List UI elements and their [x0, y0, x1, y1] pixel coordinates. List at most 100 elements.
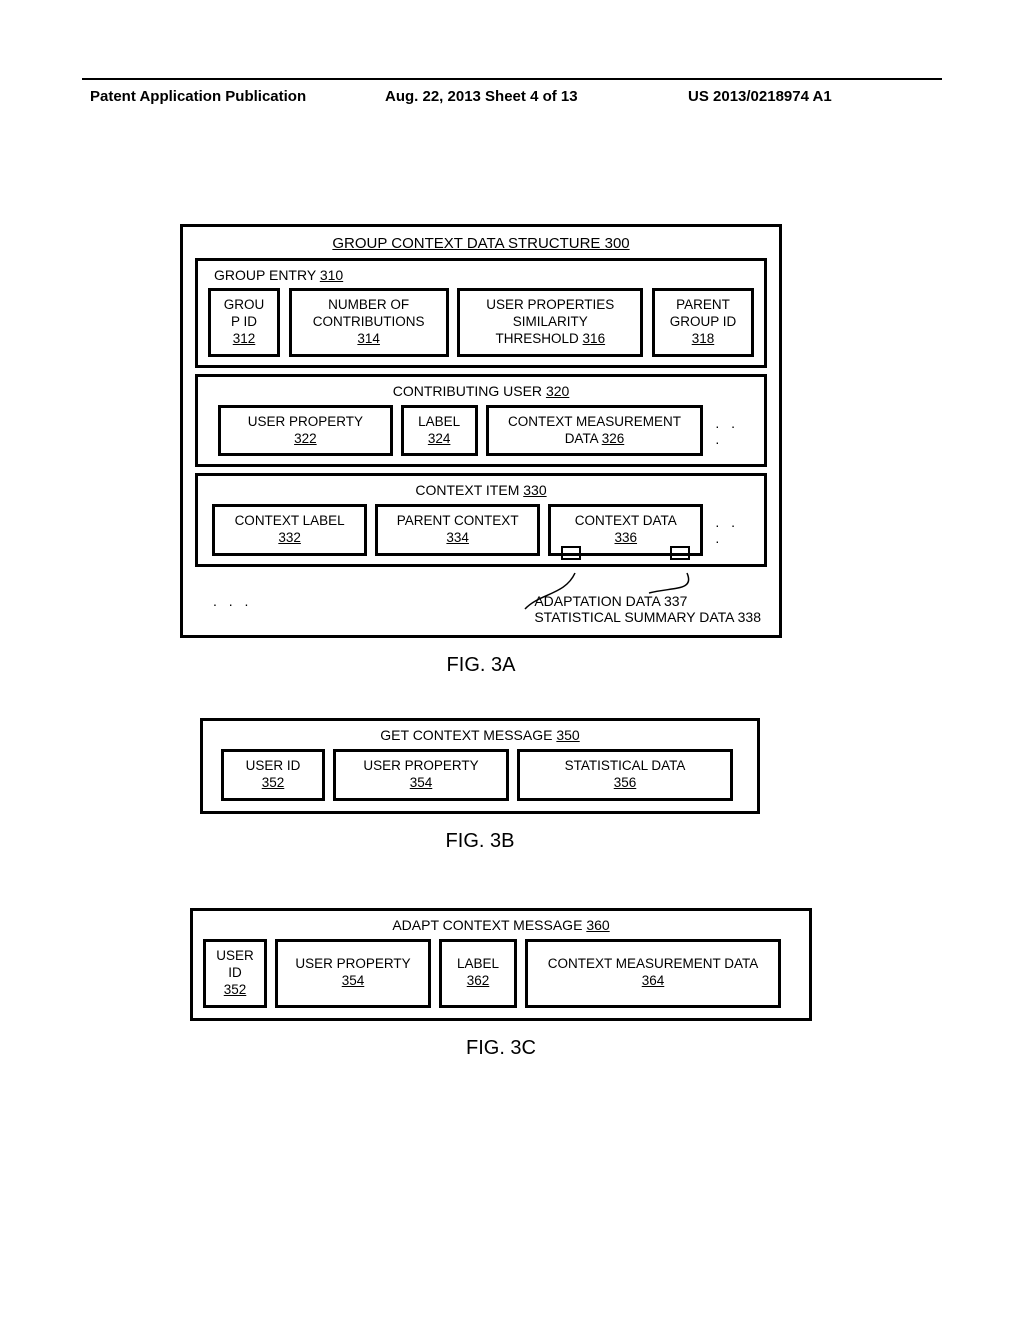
fig3b-row: USER ID 352 USER PROPERTY 354 STATISTICA… — [215, 749, 745, 801]
context-item-row: CONTEXT LABEL 332 PARENT CONTEXT 334 CON… — [208, 504, 754, 556]
cell-parent-context: PARENT CONTEXT 334 — [375, 504, 540, 556]
contributing-user-row: USER PROPERTY 322 LABEL 324 CONTEXT MEAS… — [208, 405, 754, 457]
cell-num: 356 — [528, 775, 722, 792]
header-left: Patent Application Publication — [90, 88, 306, 105]
contributing-user-section: CONTRIBUTING USER 320 USER PROPERTY 322 … — [195, 374, 767, 468]
cell-num: 324 — [412, 431, 467, 448]
context-item-section: CONTEXT ITEM 330 CONTEXT LABEL 332 PAREN… — [195, 473, 767, 567]
fig3c-title-num: 360 — [586, 917, 609, 933]
cell-line: GROU — [219, 297, 269, 314]
header-right: US 2013/0218974 A1 — [688, 88, 832, 105]
fig3c-title-text: ADAPT CONTEXT MESSAGE — [392, 917, 586, 933]
cell-context-data: CONTEXT DATA 336 — [548, 504, 703, 556]
context-item-title-text: CONTEXT ITEM — [415, 482, 523, 498]
cell-context-measurement: CONTEXT MEASUREMENT DATA 326 — [486, 405, 704, 457]
contributing-user-title-num: 320 — [546, 383, 569, 399]
cell-line: THRESHOLD 316 — [468, 331, 632, 348]
cell-line: USER PROPERTIES — [468, 297, 632, 314]
cell-line: GROUP ID — [663, 314, 743, 331]
cell-num: 316 — [583, 331, 606, 346]
cell-num: 352 — [232, 775, 314, 792]
fig3c-row: USER ID 352 USER PROPERTY 354 LABEL 362 … — [203, 939, 799, 1008]
cell-num: 326 — [602, 431, 625, 446]
context-item-title: CONTEXT ITEM 330 — [208, 482, 754, 498]
cell-line: CONTEXT MEASUREMENT DATA — [536, 956, 770, 973]
fig3b-title-num: 350 — [556, 727, 579, 743]
cell-num: 314 — [300, 331, 438, 348]
fig3b-outer: GET CONTEXT MESSAGE 350 USER ID 352 USER… — [200, 718, 760, 814]
cell-user-property: USER PROPERTY 322 — [218, 405, 393, 457]
statistical-summary-num: 338 — [738, 609, 761, 625]
ellipsis: . . . — [711, 514, 754, 546]
figure-3b: GET CONTEXT MESSAGE 350 USER ID 352 USER… — [200, 718, 760, 853]
ellipsis: . . . — [213, 593, 252, 609]
cell-num: 364 — [536, 973, 770, 990]
cell-line: PARENT — [663, 297, 743, 314]
cell-line: CONTEXT DATA — [559, 513, 692, 530]
context-item-title-num: 330 — [523, 482, 546, 498]
cell-data-text: DATA — [565, 431, 602, 446]
cell-line: PARENT CONTEXT — [386, 513, 529, 530]
cell-num: 312 — [219, 331, 269, 348]
cell-label: LABEL 362 — [439, 939, 517, 1008]
cell-line: USER — [214, 948, 256, 965]
cell-line: USER PROPERTY — [344, 758, 498, 775]
fig3c-title: ADAPT CONTEXT MESSAGE 360 — [203, 917, 799, 933]
fig3a-title-text: GROUP CONTEXT DATA STRUCTURE — [332, 235, 604, 252]
page: Patent Application Publication Aug. 22, … — [0, 0, 1024, 1320]
group-entry-title: GROUP ENTRY 310 — [214, 267, 754, 283]
cell-user-id: USER ID 352 — [221, 749, 325, 801]
fig3c-outer: ADAPT CONTEXT MESSAGE 360 USER ID 352 US… — [190, 908, 812, 1021]
cell-line: USER PROPERTY — [229, 414, 382, 431]
fig3a-caption: FIG. 3A — [180, 654, 782, 677]
cell-line: LABEL — [412, 414, 467, 431]
cell-line: CONTEXT MEASUREMENT — [497, 414, 693, 431]
figure-3a: GROUP CONTEXT DATA STRUCTURE 300 GROUP E… — [180, 224, 782, 677]
cell-line: USER ID — [232, 758, 314, 775]
cell-threshold-text: THRESHOLD — [496, 331, 583, 346]
cell-parent-group-id: PARENT GROUP ID 318 — [652, 288, 754, 357]
cell-grou-p-id: GROU P ID 312 — [208, 288, 280, 357]
fig3a-title: GROUP CONTEXT DATA STRUCTURE 300 — [195, 235, 767, 252]
fig3a-title-num: 300 — [605, 235, 630, 252]
fig3b-caption: FIG. 3B — [200, 830, 760, 853]
cell-line: STATISTICAL DATA — [528, 758, 722, 775]
group-entry-title-text: GROUP ENTRY — [214, 267, 320, 283]
cell-context-label: CONTEXT LABEL 332 — [212, 504, 367, 556]
fig3b-title: GET CONTEXT MESSAGE 350 — [215, 727, 745, 743]
cell-user-property: USER PROPERTY 354 — [275, 939, 431, 1008]
cell-line: CONTRIBUTIONS — [300, 314, 438, 331]
footer-notes: ADAPTATION DATA 337 STATISTICAL SUMMARY … — [534, 593, 761, 625]
group-entry-title-num: 310 — [320, 267, 343, 283]
cell-line: LABEL — [450, 956, 506, 973]
statistical-summary-line: STATISTICAL SUMMARY DATA 338 — [534, 609, 761, 625]
cell-num: 318 — [663, 331, 743, 348]
cell-statistical-data: STATISTICAL DATA 356 — [517, 749, 733, 801]
cell-num: 334 — [386, 530, 529, 547]
fig3a-footer: . . . ADAPTATION DATA 337 STATISTICAL SU… — [195, 593, 767, 627]
cell-label: LABEL 324 — [401, 405, 478, 457]
cell-num: 352 — [214, 982, 256, 999]
header-mid: Aug. 22, 2013 Sheet 4 of 13 — [385, 88, 578, 105]
cell-num: 362 — [450, 973, 506, 990]
cell-number-contributions: NUMBER OF CONTRIBUTIONS 314 — [289, 288, 449, 357]
cell-line: P ID — [219, 314, 269, 331]
cell-line: CONTEXT LABEL — [223, 513, 356, 530]
cell-num: 322 — [229, 431, 382, 448]
group-entry-row: GROU P ID 312 NUMBER OF CONTRIBUTIONS 31… — [208, 288, 754, 357]
mini-box-right — [670, 546, 690, 560]
cell-line: SIMILARITY — [468, 314, 632, 331]
cell-num: 336 — [559, 530, 692, 547]
cell-line: DATA 326 — [497, 431, 693, 448]
statistical-summary-text: STATISTICAL SUMMARY DATA — [534, 609, 737, 625]
cell-num: 332 — [223, 530, 356, 547]
group-entry-section: GROUP ENTRY 310 GROU P ID 312 NUMBER OF … — [195, 258, 767, 368]
cell-num: 354 — [286, 973, 420, 990]
cell-context-measurement-data: CONTEXT MEASUREMENT DATA 364 — [525, 939, 781, 1008]
contributing-user-title-text: CONTRIBUTING USER — [393, 383, 546, 399]
cell-line: NUMBER OF — [300, 297, 438, 314]
cell-user-id: USER ID 352 — [203, 939, 267, 1008]
contributing-user-title: CONTRIBUTING USER 320 — [208, 383, 754, 399]
fig3b-title-text: GET CONTEXT MESSAGE — [380, 727, 556, 743]
cell-line: ID — [214, 965, 256, 982]
